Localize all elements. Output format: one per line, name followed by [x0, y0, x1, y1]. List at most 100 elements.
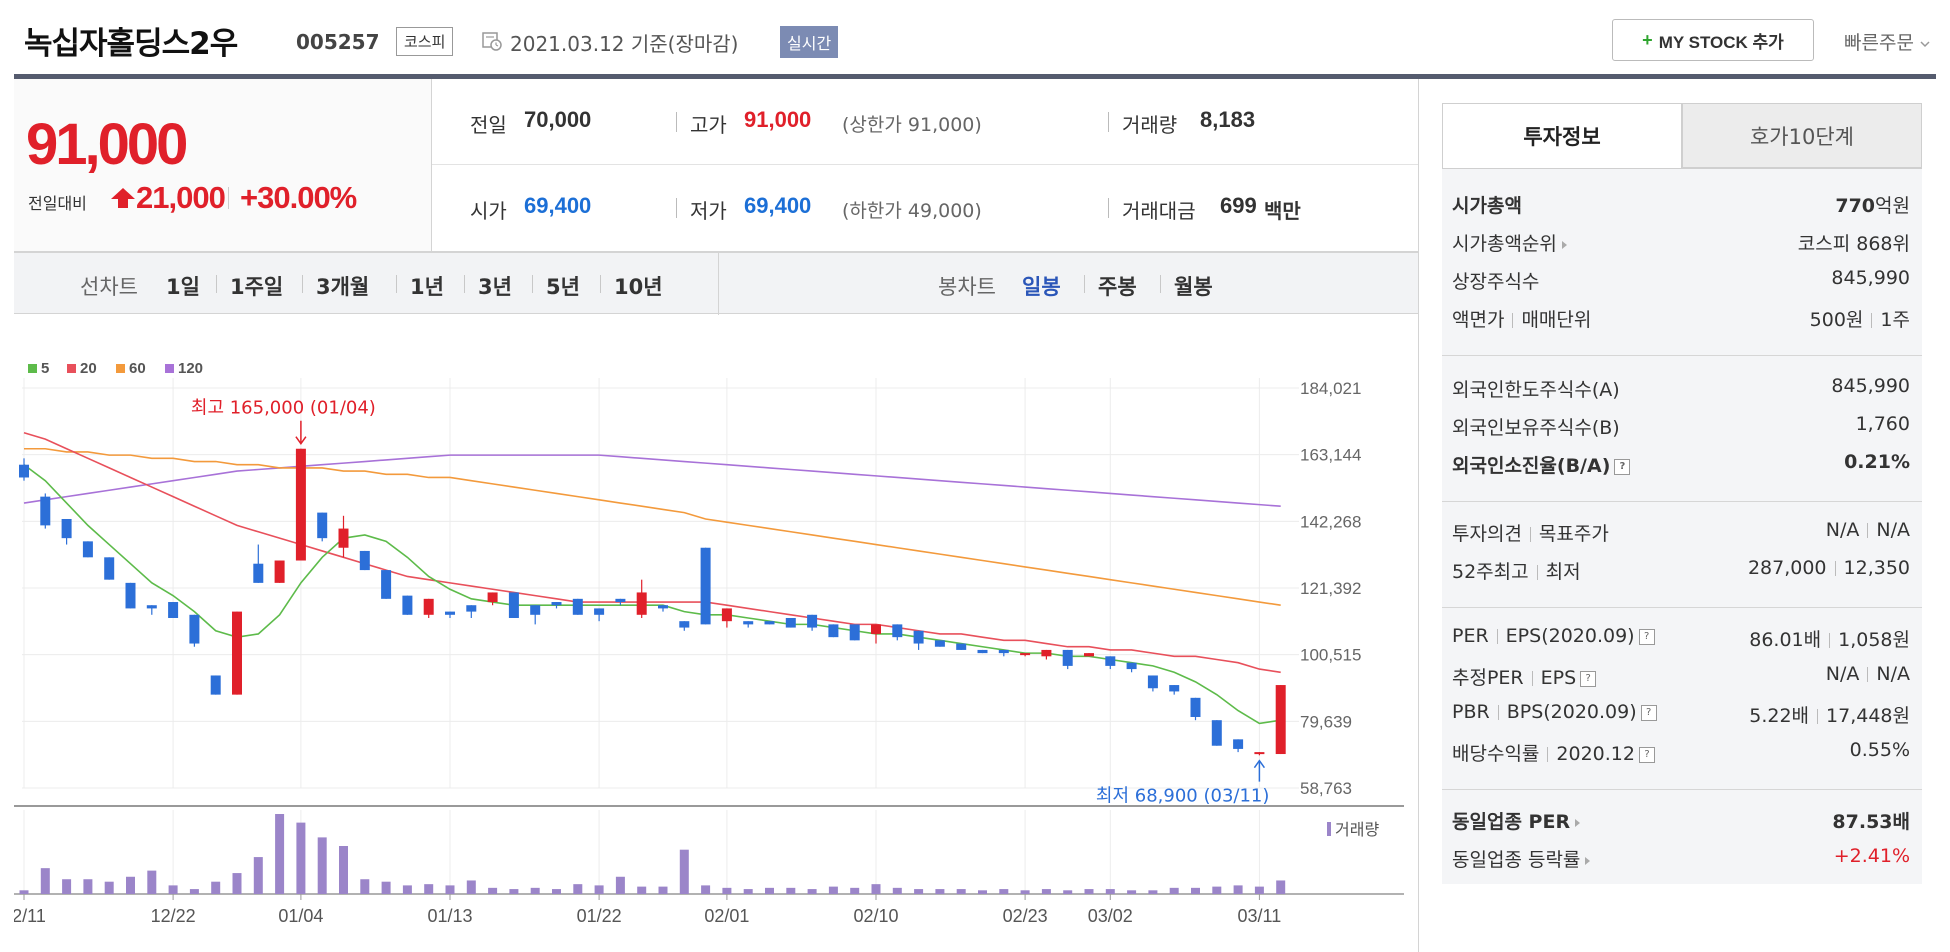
- sector-per-value: 87.53배: [1832, 811, 1910, 833]
- period-3y[interactable]: 3년: [478, 275, 512, 299]
- plus-icon: +: [1642, 29, 1653, 50]
- sector-per-label-wrap[interactable]: 동일업종 PER: [1452, 807, 1581, 834]
- x-tick-label: 02/01: [704, 906, 749, 926]
- x-tick-label: 12/11: [14, 906, 46, 926]
- calendar-clock-icon: [482, 32, 502, 51]
- div-labels: 배당수익률 2020.12?: [1452, 739, 1655, 766]
- volume-bar: [786, 887, 796, 894]
- stock-header: 녹십자홀딩스2우 005257 코스피 2021.03.12 기준(장마감) 실…: [0, 0, 1950, 76]
- volume-bar: [743, 889, 753, 894]
- y-tick-label: 100,515: [1300, 646, 1361, 665]
- market-cap-value: 770: [1835, 195, 1876, 217]
- w52-labels: 52주최고 최저: [1452, 557, 1581, 584]
- volume-bar: [1254, 886, 1264, 894]
- candle-body: [19, 464, 29, 478]
- candle-body: [1211, 720, 1222, 746]
- info-row-rank: 시가총액순위 코스피 868위: [1442, 229, 1922, 267]
- candle-daily[interactable]: 일봉: [1022, 275, 1061, 299]
- tab-orderbook[interactable]: 호가10단계: [1682, 103, 1922, 168]
- target-value: N/A: [1876, 519, 1910, 541]
- candle-weekly[interactable]: 주봉: [1098, 275, 1137, 299]
- stock-chart[interactable]: 5 20 60 120 184,021 163,144 142,268 121,392 100,…: [14, 340, 1404, 940]
- high-arrow-icon: [295, 436, 307, 446]
- amount-unit: 백만: [1264, 199, 1301, 223]
- help-icon[interactable]: ?: [1580, 670, 1597, 687]
- right-panel-divider: [1418, 79, 1419, 952]
- help-icon[interactable]: ?: [1638, 628, 1655, 645]
- sector-chg-label: 동일업종 등락률: [1452, 849, 1581, 871]
- candle-body: [1233, 739, 1244, 749]
- tab-invest-info[interactable]: 투자정보: [1442, 103, 1682, 168]
- market-cap: 770억원: [1835, 191, 1910, 218]
- legend-swatch: [28, 364, 37, 373]
- volume-bar: [850, 887, 860, 894]
- volume-value: 8,183: [1200, 107, 1256, 132]
- triangle-right-icon: [1585, 856, 1591, 865]
- volume-bar: [1041, 889, 1051, 894]
- info-row-opinion: 투자의견 목표주가 N/A N/A: [1442, 519, 1922, 557]
- info-row-foreign-limit: 외국인한도주식수(A) 845,990: [1442, 375, 1922, 413]
- sector-chg-label-wrap[interactable]: 동일업종 등락률: [1452, 845, 1591, 872]
- candle-body: [871, 624, 881, 634]
- period-1y[interactable]: 1년: [410, 275, 444, 299]
- volume-bar: [828, 886, 838, 894]
- info-row-foreign-ratio: 외국인소진율(B/A)? 0.21%: [1442, 451, 1922, 489]
- volume-bar: [1276, 880, 1286, 894]
- info-row-sector-per: 동일업종 PER 87.53배: [1442, 807, 1922, 845]
- period-1w[interactable]: 1주일: [230, 275, 284, 299]
- stats-row-1: 전일 70,000 고가 91,000 (상한가 91,000) 거래량 8,1…: [432, 79, 1418, 165]
- volume-bar: [1169, 887, 1179, 894]
- info-row-shares: 상장주식수 845,990: [1442, 267, 1922, 305]
- par-label: 액면가: [1452, 309, 1505, 331]
- info-separator: [1536, 565, 1538, 580]
- volume-bar: [1063, 890, 1073, 894]
- candle-body: [913, 630, 924, 644]
- info-row-est-per: 추정PER EPS? N/A N/A: [1442, 663, 1922, 701]
- help-icon[interactable]: ?: [1614, 458, 1631, 475]
- candle-body: [1020, 653, 1031, 656]
- x-tick-label: 02/10: [853, 906, 898, 926]
- pbr-values: 5.22배 17,448원: [1749, 701, 1910, 728]
- period-3m[interactable]: 3개월: [316, 275, 370, 299]
- foreign-ratio-label-wrap: 외국인소진율(B/A)?: [1452, 451, 1631, 478]
- candle-monthly[interactable]: 월봉: [1174, 275, 1213, 299]
- period-10y[interactable]: 10년: [614, 275, 663, 299]
- div-date: 2020.12: [1556, 743, 1635, 765]
- candle-body: [487, 592, 498, 603]
- lower-limit: (하한가 49,000): [842, 200, 982, 222]
- high-label: 고가: [690, 113, 727, 137]
- volume-bar: [1191, 887, 1200, 894]
- volume-bar: [573, 884, 583, 894]
- stat-separator: [1108, 112, 1109, 132]
- change-separator: [228, 187, 229, 209]
- candle-body: [253, 563, 264, 583]
- candle-body: [146, 605, 157, 609]
- info-row-52week: 52주최고 최저 287,000 12,350: [1442, 557, 1922, 595]
- help-icon[interactable]: ?: [1640, 704, 1657, 721]
- volume-bar: [1105, 889, 1115, 894]
- realtime-button[interactable]: 실시간: [780, 26, 839, 58]
- info-separator: [1834, 561, 1836, 576]
- volume-bar: [594, 885, 604, 894]
- candle-body: [551, 602, 562, 606]
- quick-order-button[interactable]: 빠른주문: [1844, 28, 1930, 55]
- info-separator: [1871, 313, 1873, 328]
- rank-label-wrap[interactable]: 시가총액순위: [1452, 229, 1567, 256]
- volume-bar: [509, 889, 519, 894]
- y-tick-label: 58,763: [1300, 779, 1352, 798]
- ma20-line: [23, 432, 1281, 674]
- candle-body: [1105, 656, 1116, 666]
- volume-bar: [189, 889, 199, 894]
- period-5y[interactable]: 5년: [546, 275, 580, 299]
- volume-bar: [1020, 890, 1030, 894]
- w52-low-value: 12,350: [1843, 557, 1910, 579]
- candle-body: [189, 614, 200, 644]
- add-my-stock-button[interactable]: + MY STOCK 추가: [1612, 19, 1814, 61]
- period-1d[interactable]: 1일: [166, 275, 200, 299]
- help-icon[interactable]: ?: [1638, 746, 1655, 763]
- foreign-limit-value: 845,990: [1831, 375, 1910, 397]
- info-group-divider: [1442, 501, 1922, 502]
- sector-chg-value: +2.41%: [1833, 845, 1910, 867]
- volume-bar: [1084, 889, 1094, 894]
- volume-bar: [914, 889, 924, 894]
